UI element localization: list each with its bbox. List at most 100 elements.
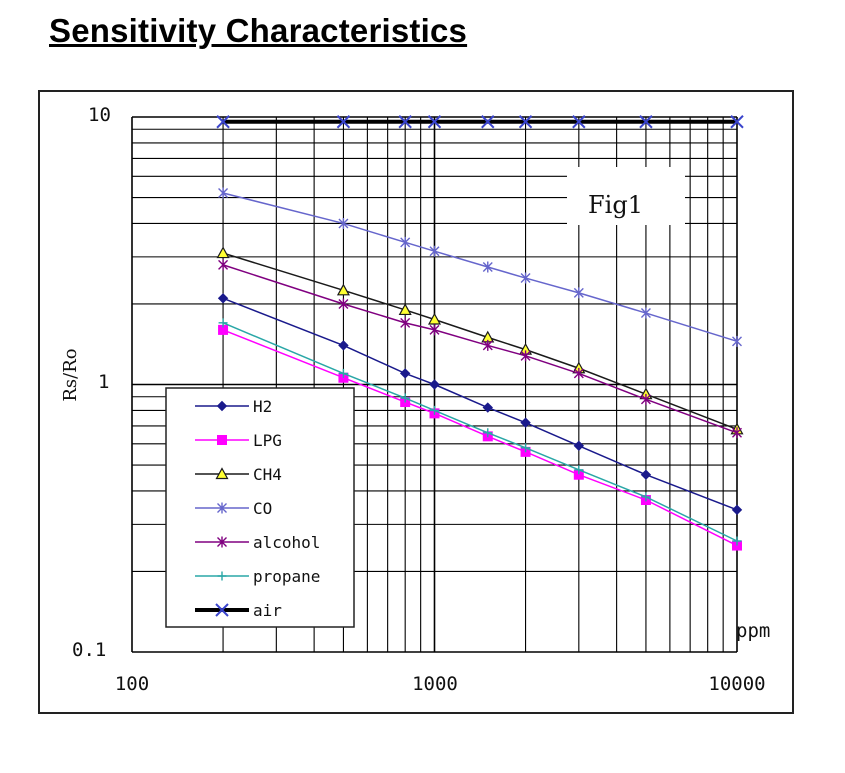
series-group <box>216 115 744 551</box>
figure-annotation: Fig1 <box>567 167 685 225</box>
marker-stroke <box>640 393 651 405</box>
data-point-h2 <box>429 379 440 390</box>
data-point-alcohol <box>338 298 349 310</box>
data-point-air <box>216 115 230 129</box>
legend-label-propane: propane <box>253 567 320 586</box>
data-point-alcohol <box>400 317 411 329</box>
data-point-air <box>572 115 586 129</box>
annotation-box <box>567 167 685 225</box>
data-point-propane <box>641 492 651 502</box>
data-point-co <box>732 335 742 347</box>
data-point-air <box>481 115 495 129</box>
legend-entry-h2: H2 <box>195 397 272 416</box>
data-point-alcohol <box>640 393 651 405</box>
data-point-propane <box>400 393 410 403</box>
data-point-co <box>400 236 411 248</box>
data-point-ch4 <box>336 283 350 296</box>
legend-label-alcohol: alcohol <box>253 533 320 552</box>
marker-stroke <box>400 317 411 329</box>
data-point-h2 <box>640 469 652 480</box>
data-point-air <box>518 115 533 129</box>
data-point-h2 <box>338 340 349 351</box>
series-alcohol <box>218 259 742 439</box>
figure-label: Fig1 <box>588 191 643 219</box>
legend-label-lpg: LPG <box>253 431 282 450</box>
x-tick-label-1: 1000 <box>412 673 458 695</box>
y-tick-label-2: 0.1 <box>72 639 106 661</box>
marker-stroke <box>640 307 651 319</box>
marker-stroke <box>520 350 531 362</box>
series-co <box>218 187 742 347</box>
data-point-co <box>338 217 349 229</box>
data-point-h2 <box>731 504 743 516</box>
data-point-co <box>573 287 584 299</box>
legend-swatch-marker <box>215 603 229 617</box>
data-point-ch4 <box>216 246 230 259</box>
legend-entry-alcohol: alcohol <box>195 533 320 552</box>
legend-swatch-marker <box>217 571 227 581</box>
data-point-co <box>640 307 651 319</box>
data-point-h2 <box>520 417 531 428</box>
data-point-co <box>482 261 493 273</box>
data-point-air <box>427 115 442 129</box>
legend-swatch-marker <box>217 435 227 445</box>
legend-label-co: CO <box>253 499 272 518</box>
marker-stroke <box>429 245 440 257</box>
data-point-h2 <box>217 293 229 304</box>
data-point-co <box>218 187 229 199</box>
marker-stroke <box>217 536 227 548</box>
marker-stroke <box>338 298 349 310</box>
data-point-air <box>336 115 351 129</box>
legend-swatch-marker <box>217 502 227 514</box>
y-tick-label-1: 1 <box>98 371 109 393</box>
marker-stroke <box>482 261 493 273</box>
data-point-alcohol <box>573 367 584 379</box>
legend-label-h2: H2 <box>253 397 272 416</box>
page-title: Sensitivity Characteristics <box>49 12 468 49</box>
legend: H2 LPG CH4 CO alcohol propane air <box>165 387 355 628</box>
x-tick-label-0: 100 <box>115 673 149 695</box>
data-point-air <box>730 115 744 129</box>
axes: 10 1 0.1 100 1000 10000 Rs/Ro ppm <box>60 104 770 695</box>
data-point-h2 <box>399 368 411 379</box>
data-point-alcohol <box>482 339 493 351</box>
legend-label-air: air <box>253 601 282 620</box>
data-point-air <box>639 115 653 129</box>
legend-entry-co: CO <box>195 499 272 518</box>
y-tick-label-0: 10 <box>88 104 111 126</box>
data-point-h2 <box>482 402 493 413</box>
data-point-ch4 <box>398 303 412 316</box>
series-h2 <box>217 293 743 516</box>
data-point-alcohol <box>429 324 440 336</box>
sensitivity-chart: 10 1 0.1 100 1000 10000 Rs/Ro ppm Fig1 H… <box>60 104 770 695</box>
y-axis-label: Rs/Ro <box>60 348 81 401</box>
marker-stroke <box>218 187 229 199</box>
marker-stroke <box>400 236 411 248</box>
marker-stroke <box>218 259 229 271</box>
marker-stroke <box>732 335 742 347</box>
marker-stroke <box>429 324 440 336</box>
legend-swatch-marker <box>217 536 227 548</box>
data-point-propane <box>574 465 584 475</box>
legend-entry-lpg: LPG <box>195 431 282 450</box>
marker-stroke <box>520 272 531 284</box>
data-point-co <box>520 272 531 284</box>
legend-label-ch4: CH4 <box>253 465 282 484</box>
marker-stroke <box>573 367 584 379</box>
marker-stroke <box>338 217 349 229</box>
legend-swatch-marker <box>216 400 228 412</box>
data-point-propane <box>338 368 348 378</box>
data-point-propane <box>218 318 228 328</box>
chart-frame: 10 1 0.1 100 1000 10000 Rs/Ro ppm Fig1 H… <box>38 90 794 714</box>
data-point-propane <box>521 443 531 453</box>
data-point-alcohol <box>520 350 531 362</box>
x-axis-label: ppm <box>736 620 770 642</box>
data-point-alcohol <box>218 259 229 271</box>
data-point-co <box>429 245 440 257</box>
data-point-propane <box>732 536 742 546</box>
data-point-ch4 <box>427 312 442 325</box>
legend-entry-ch4: CH4 <box>195 465 282 484</box>
data-point-h2 <box>573 440 585 452</box>
marker-stroke <box>732 427 742 439</box>
series-propane <box>218 318 742 546</box>
